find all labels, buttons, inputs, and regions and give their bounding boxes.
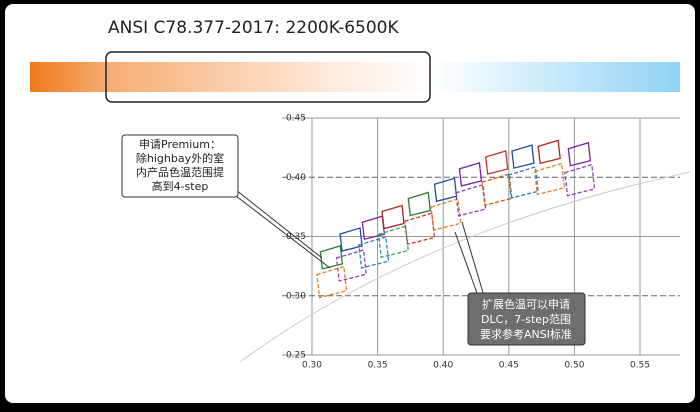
leader-line [235,195,331,269]
callout-box [121,134,239,198]
callout-line: 申请Premium： [139,138,221,151]
y-tick-label: 0.25 [286,351,306,361]
x-tick-label: 0.30 [302,361,322,371]
color-temperature-bar [30,62,680,92]
leader-line [454,231,479,297]
quadrangle [316,265,348,299]
quadrangle [455,183,487,217]
quadrangle [537,139,561,165]
quadrangle [458,162,483,187]
slide-title: ANSI C78.377-2017: 2200K-6500K [108,18,399,38]
quadrangle [567,141,592,167]
y-tick-label: 0.45 [286,114,306,124]
quadrangle [407,191,431,217]
plot: 0.300.350.400.450.500.550.250.300.350.40… [282,114,680,371]
quadrangle [433,177,458,203]
x-tick-label: 0.55 [630,361,650,371]
x-tick-label: 0.45 [499,361,519,371]
quadrangle [484,150,509,175]
callout-line: 要求参考ANSI标准 [480,327,572,341]
leader-line [235,189,323,259]
quadrangle [319,244,344,270]
callout-line: 扩展色温可以申请 [482,297,570,311]
planckian-locus [239,171,691,363]
x-tick-label: 0.35 [368,361,388,371]
quadrangle [361,215,386,241]
quadrangle [564,163,596,197]
quadrangle [507,166,539,199]
x-tick-label: 0.40 [433,361,453,371]
quadrangle [481,173,513,206]
callout-line: 高到4-step [152,179,209,193]
range-bracket [105,51,431,103]
y-tick-label: 0.40 [286,173,306,183]
quadrangle [381,204,405,230]
callout-line: DLC，7-step范围 [481,312,571,326]
callout-box [467,292,586,346]
quadrangle [404,212,436,246]
callout-line: 除highbay外的室 [136,151,224,165]
x-tick-label: 0.50 [564,361,584,371]
quadrangle [358,236,390,269]
quadrangle [377,225,409,259]
y-tick-label: 0.30 [286,291,306,301]
leader-line [461,221,485,297]
quadrangle [430,198,462,231]
quadrangle [335,249,367,282]
callout-line: 内产品色温范围提 [136,165,224,179]
quadrangle [533,162,566,196]
quadrangle [511,144,535,169]
quadrangle [339,227,363,252]
